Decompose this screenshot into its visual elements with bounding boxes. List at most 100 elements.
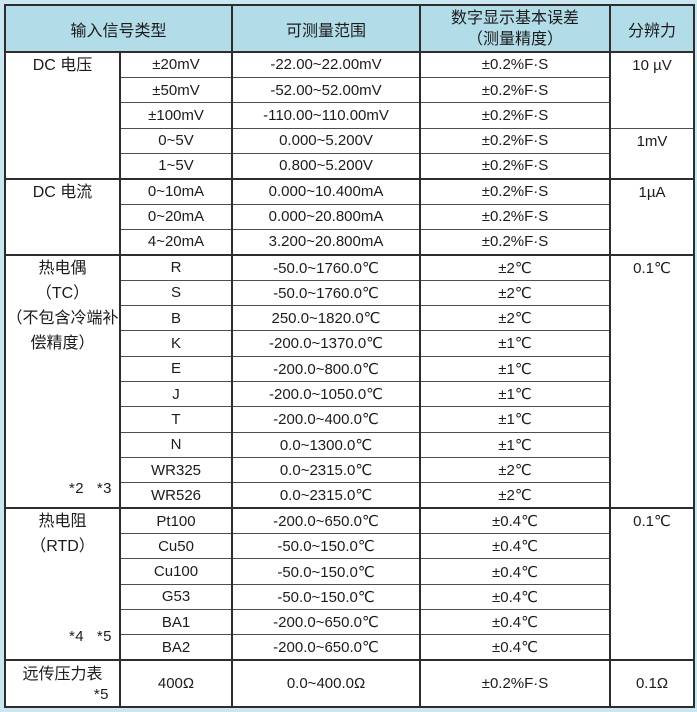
header-row: 输入信号类型 可测量范围 数字显示基本误差 （测量精度） 分辨力	[3, 4, 695, 53]
table-row: G53 -50.0~150.0℃ ±0.4℃	[5, 583, 694, 610]
range-cell: -200.0~1050.0℃	[231, 380, 421, 407]
resolution-dc-v-cell: 1mV	[609, 127, 695, 179]
table-row: 1~5V 0.800~5.200V ±0.2%F·S	[5, 152, 694, 179]
signal-type-cell: BA1	[118, 609, 233, 635]
range-cell: -200.0~650.0℃	[231, 634, 421, 661]
signal-type-cell: ±20mV	[118, 51, 233, 78]
table-row: ±100mV -110.00~110.00mV ±0.2%F·S	[5, 102, 694, 129]
signal-type-cell: N	[118, 431, 233, 458]
group-thermocouple-line1: 热电偶	[38, 259, 87, 277]
range-cell: -22.00~22.00mV	[231, 51, 421, 78]
group-thermocouple-line3: （不包含冷端补	[6, 309, 119, 327]
signal-type-cell: ±100mV	[118, 102, 233, 129]
error-cell: ±2℃	[419, 279, 611, 306]
error-cell: ±1℃	[419, 431, 611, 458]
signal-type-cell: 4~20mA	[118, 228, 233, 255]
range-cell: -200.0~400.0℃	[231, 406, 421, 433]
group-thermocouple-cell: 热电偶 （TC） （不包含冷端补 偿精度） *2 *3	[4, 253, 120, 509]
header-resolution: 分辨力	[609, 4, 695, 53]
resolution-rtd-cell: 0.1℃	[609, 507, 695, 661]
table-row: BA1 -200.0~650.0℃ ±0.4℃	[5, 609, 694, 635]
table-row: Cu50 -50.0~150.0℃ ±0.4℃	[5, 533, 694, 559]
signal-type-cell: B	[118, 304, 233, 331]
table-row: WR526 0.0~2315.0℃ ±2℃	[5, 482, 694, 509]
header-display-error-line1: 数字显示基本误差	[451, 9, 580, 27]
range-cell: -52.00~52.00mV	[231, 76, 421, 103]
table-row: 4~20mA 3.200~20.800mA ±0.2%F·S	[5, 228, 694, 255]
error-cell: ±0.2%F·S	[419, 127, 611, 154]
table-row: E -200.0~800.0℃ ±1℃	[5, 355, 694, 382]
table-row: BA2 -200.0~650.0℃ ±0.4℃	[5, 634, 694, 661]
signal-type-cell: 1~5V	[118, 152, 233, 179]
range-cell: 0.0~400.0Ω	[231, 659, 421, 707]
range-cell: -50.0~1760.0℃	[231, 279, 421, 306]
error-cell: ±1℃	[419, 380, 611, 407]
resolution-dc-mv-cell: 10 µV	[609, 51, 695, 129]
signal-type-cell: 0~10mA	[118, 177, 233, 205]
signal-type-cell: J	[118, 380, 233, 407]
table-row: B 250.0~1820.0℃ ±2℃	[5, 304, 694, 331]
error-cell: ±0.4℃	[419, 558, 611, 585]
range-cell: 250.0~1820.0℃	[231, 304, 421, 331]
group-rtd-note: *4 *5	[68, 628, 112, 646]
error-cell: ±1℃	[419, 330, 611, 357]
error-cell: ±1℃	[419, 406, 611, 433]
signal-type-cell: Cu100	[118, 558, 233, 585]
error-cell: ±0.2%F·S	[419, 102, 611, 129]
table-row: K -200.0~1370.0℃ ±1℃	[5, 330, 694, 357]
group-thermocouple-line2: （TC）	[35, 284, 90, 302]
signal-type-cell: WR325	[118, 456, 233, 483]
table-row: 0~5V 0.000~5.200V ±0.2%F·S 1mV	[5, 127, 695, 179]
range-cell: 0.800~5.200V	[231, 152, 421, 179]
table-row: Cu100 -50.0~150.0℃ ±0.4℃	[5, 558, 694, 585]
group-dc-voltage-label: DC 电压	[4, 51, 120, 179]
range-cell: -200.0~650.0℃	[231, 507, 421, 534]
table-row: N 0.0~1300.0℃ ±1℃	[5, 431, 694, 458]
range-cell: 3.200~20.800mA	[231, 228, 421, 255]
signal-type-cell: WR526	[118, 482, 233, 509]
header-input-signal-type: 输入信号类型	[3, 4, 233, 53]
range-cell: -200.0~800.0℃	[231, 355, 421, 382]
table-row: J -200.0~1050.0℃ ±1℃	[5, 380, 694, 407]
group-dc-current-label: DC 电流	[4, 177, 120, 255]
resolution-dc-ma-cell: 1µA	[609, 177, 695, 255]
error-cell: ±0.2%F·S	[419, 177, 611, 205]
group-rtd-line1: 热电阻	[38, 513, 87, 531]
header-display-error: 数字显示基本误差 （测量精度）	[419, 4, 611, 53]
error-cell: ±2℃	[419, 253, 611, 281]
error-cell: ±2℃	[419, 482, 611, 509]
signal-type-cell: K	[118, 330, 233, 357]
group-rtd-line2: （RTD）	[30, 538, 95, 556]
table-row: S -50.0~1760.0℃ ±2℃	[5, 279, 694, 306]
group-pressure-gauge-label: 远传压力表	[22, 666, 103, 684]
range-cell: 0.0~2315.0℃	[231, 456, 421, 483]
table-row: T -200.0~400.0℃ ±1℃	[5, 406, 694, 433]
group-pressure-gauge-cell: 远传压力表 *5	[4, 659, 120, 707]
signal-type-cell: ±50mV	[118, 76, 233, 103]
table-row: 热电阻 （RTD） *4 *5 Pt100 -200.0~650.0℃ ±0.4…	[4, 507, 695, 661]
signal-type-cell: 400Ω	[118, 659, 233, 707]
range-cell: -50.0~150.0℃	[231, 533, 421, 559]
range-cell: 0.000~5.200V	[231, 127, 421, 154]
range-cell: 0.000~20.800mA	[231, 203, 421, 230]
table-row: 远传压力表 *5 400Ω 0.0~400.0Ω ±0.2%F·S 0.1Ω	[4, 659, 695, 707]
range-cell: -50.0~1760.0℃	[231, 253, 421, 281]
signal-type-cell: 0~20mA	[118, 203, 233, 230]
spec-table: 输入信号类型 可测量范围 数字显示基本误差 （测量精度） 分辨力 DC 电压 ±…	[3, 4, 696, 708]
signal-type-cell: G53	[118, 583, 233, 610]
error-cell: ±0.2%F·S	[419, 203, 611, 230]
signal-type-cell: 0~5V	[118, 127, 233, 154]
range-cell: 0.0~2315.0℃	[231, 482, 421, 509]
range-cell: -50.0~150.0℃	[231, 558, 421, 585]
error-cell: ±0.4℃	[419, 583, 611, 610]
table-row: DC 电压 ±20mV -22.00~22.00mV ±0.2%F·S 10 µ…	[4, 51, 695, 179]
signal-type-cell: Cu50	[118, 533, 233, 559]
error-cell: ±0.4℃	[419, 533, 611, 559]
group-pressure-gauge-note: *5	[93, 686, 109, 704]
error-cell: ±2℃	[419, 456, 611, 483]
range-cell: -200.0~650.0℃	[231, 609, 421, 635]
range-cell: -200.0~1370.0℃	[231, 330, 421, 357]
error-cell: ±0.2%F·S	[419, 76, 611, 103]
range-cell: -110.00~110.00mV	[231, 102, 421, 129]
table-row: DC 电流 0~10mA 0.000~10.400mA ±0.2%F·S 1µA	[4, 177, 695, 255]
